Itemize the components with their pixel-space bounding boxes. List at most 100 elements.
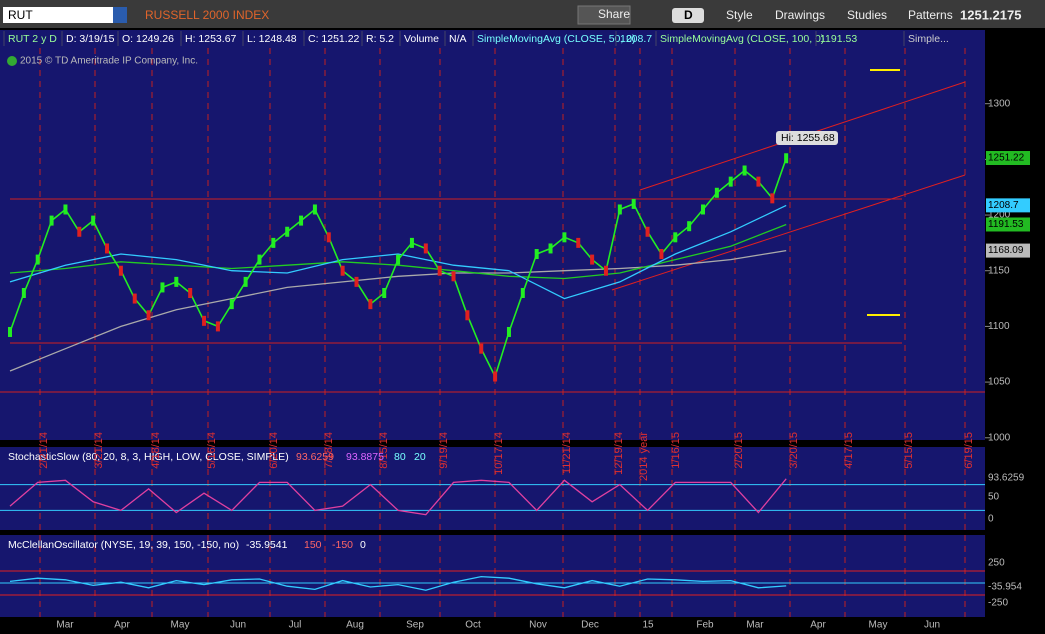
candle <box>701 204 705 215</box>
date-label: 6/20/14 <box>268 432 280 469</box>
date-label: 12/19/14 <box>613 432 625 475</box>
candle <box>105 243 110 254</box>
info-field: SimpleMovingAvg (CLOSE, 50, 0) <box>477 33 636 45</box>
candle <box>229 299 234 310</box>
oscillator-value: 150 <box>304 539 322 551</box>
month-label: Dec <box>581 620 599 631</box>
candle <box>396 254 401 265</box>
month-label: Jul <box>289 620 302 631</box>
share-button[interactable] <box>577 5 631 25</box>
info-field: Simple... <box>908 33 949 45</box>
candle <box>506 326 511 337</box>
month-label: Mar <box>56 620 74 631</box>
candle <box>174 276 179 287</box>
y-tick-label: 1300 <box>988 98 1011 109</box>
oscillator-line <box>9 478 787 516</box>
month-label: Sep <box>406 620 424 631</box>
oscillator-value: -150 <box>332 539 353 551</box>
y-tick-label: 1050 <box>988 377 1011 388</box>
high-label: Hi: 1255.68 <box>781 132 835 144</box>
candle <box>146 310 151 321</box>
candle <box>687 221 692 232</box>
candle <box>784 153 789 164</box>
patterns-button[interactable]: Patterns <box>908 8 953 22</box>
candle <box>451 271 456 282</box>
studies-button[interactable]: Studies <box>847 8 887 22</box>
candle <box>520 288 525 298</box>
month-label: Apr <box>810 620 826 631</box>
candle <box>548 243 553 254</box>
candle <box>77 226 82 237</box>
symbol-dropdown[interactable] <box>113 7 127 23</box>
month-label: 15 <box>642 620 654 631</box>
info-field: SimpleMovingAvg (CLOSE, 100, 0) <box>660 33 824 45</box>
date-label: 9/19/14 <box>438 432 450 469</box>
mcclellan-title: McClellanOscillator (NYSE, 19, 39, 150, … <box>8 539 239 551</box>
candle <box>479 343 484 354</box>
candle <box>188 288 193 298</box>
info-field: O: 1249.26 <box>122 33 174 45</box>
info-field: 1191.53 <box>820 33 857 45</box>
drawings-button[interactable]: Drawings <box>775 8 825 22</box>
axis-label: 250 <box>988 558 1005 569</box>
date-label: 6/19/15 <box>963 432 975 469</box>
candle <box>631 198 636 209</box>
candle <box>326 232 331 243</box>
info-field: RUT 2 y D <box>8 33 57 45</box>
date-label: 5/15/15 <box>903 432 915 469</box>
month-label: Mar <box>746 620 764 631</box>
symbol-input[interactable] <box>3 7 113 23</box>
candle <box>576 237 581 248</box>
style-button[interactable]: Style <box>726 8 753 22</box>
y-tick-label: 1150 <box>988 265 1010 276</box>
mcclellan-panel <box>0 535 985 617</box>
price-tag <box>986 151 1030 166</box>
info-field: N/A <box>449 33 467 45</box>
stochastic-panel <box>0 447 985 530</box>
candle <box>285 226 290 237</box>
candle <box>673 232 678 243</box>
candle <box>215 321 220 332</box>
candle <box>299 215 304 226</box>
date-label: 2/21/14 <box>38 432 50 469</box>
date-label: 3/21/14 <box>93 432 105 469</box>
candle <box>742 165 747 176</box>
price-tag-label: 1208.7 <box>988 200 1019 211</box>
candle <box>534 249 539 260</box>
oscillator-line <box>9 575 787 591</box>
candle <box>562 232 567 243</box>
candle <box>756 176 761 187</box>
y-tick-label: 1100 <box>988 321 1010 332</box>
candle <box>590 254 595 265</box>
candle <box>645 226 650 237</box>
date-label: 4/18/14 <box>150 432 162 469</box>
candle <box>728 176 733 187</box>
month-label: Jun <box>230 620 246 631</box>
candle <box>21 288 26 298</box>
sma100-line <box>9 223 787 280</box>
info-field: 1208.7 <box>620 33 652 45</box>
candle <box>257 254 262 265</box>
candle <box>617 204 622 215</box>
candle <box>493 371 498 382</box>
info-field: Volume <box>404 33 439 45</box>
candle <box>659 249 664 260</box>
oscillator-value: 93.8875 <box>346 451 384 463</box>
oscillator-value: 93.6259 <box>296 451 334 463</box>
period-button[interactable] <box>672 8 704 23</box>
info-field: C: 1251.22 <box>308 33 360 45</box>
candle <box>714 187 719 198</box>
candle <box>202 315 207 326</box>
date-label: 1/16/15 <box>670 432 682 469</box>
copyright: 2015 © TD Ameritrade IP Company, Inc. <box>20 56 198 67</box>
candle <box>770 193 775 204</box>
month-label: Oct <box>465 620 481 631</box>
month-label: Nov <box>529 620 547 631</box>
candle <box>91 215 96 226</box>
axis-label: 50 <box>988 492 1000 503</box>
info-icon[interactable] <box>7 56 17 66</box>
candle <box>465 310 470 321</box>
date-label: 3/20/15 <box>788 432 800 469</box>
candle <box>409 237 414 248</box>
info-field: R: 5.2 <box>366 33 394 45</box>
